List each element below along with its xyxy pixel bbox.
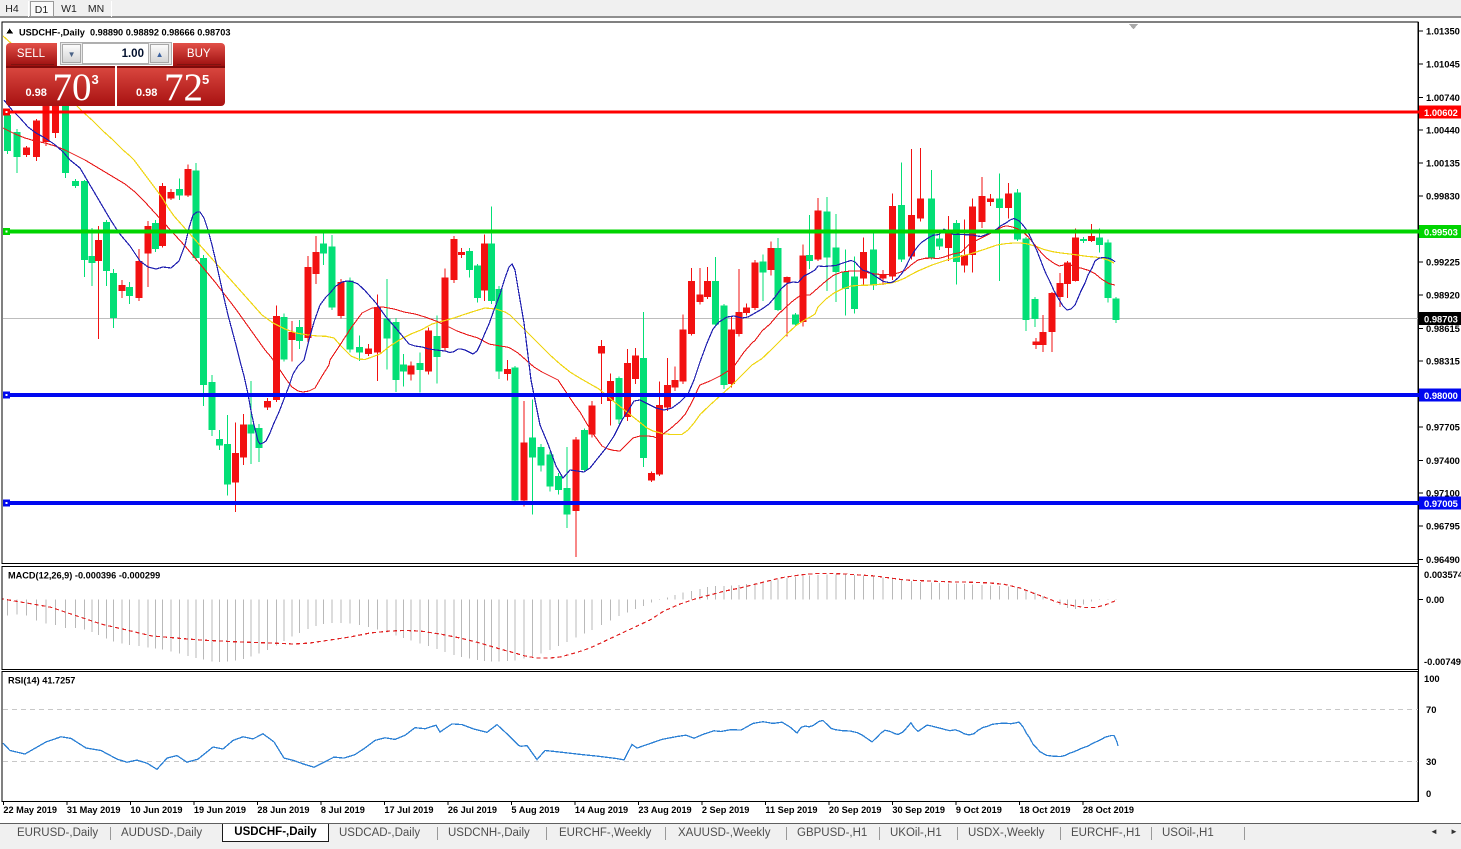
svg-text:0.98703: 0.98703 [1424, 313, 1458, 324]
svg-text:0.98615: 0.98615 [1426, 323, 1460, 334]
svg-text:1.00135: 1.00135 [1426, 158, 1460, 169]
svg-text:26 Jul 2019: 26 Jul 2019 [448, 805, 497, 815]
svg-text:20 Sep 2019: 20 Sep 2019 [829, 805, 882, 815]
svg-text:0: 0 [1426, 788, 1431, 799]
svg-text:0.98920: 0.98920 [1426, 290, 1460, 301]
svg-text:22 May 2019: 22 May 2019 [3, 805, 57, 815]
svg-text:1.00602: 1.00602 [1424, 107, 1458, 118]
svg-text:RSI(14) 41.7257: RSI(14) 41.7257 [8, 676, 75, 686]
svg-text:28 Oct 2019: 28 Oct 2019 [1083, 805, 1134, 815]
svg-text:0.97705: 0.97705 [1426, 422, 1460, 433]
svg-text:17 Jul 2019: 17 Jul 2019 [384, 805, 433, 815]
svg-text:5 Aug 2019: 5 Aug 2019 [511, 805, 559, 815]
svg-text:USDCHF-,Daily 0.98890 0.98892: USDCHF-,Daily 0.98890 0.98892 0.98666 0.… [19, 28, 230, 38]
svg-text:-0.00749: -0.00749 [1424, 656, 1461, 667]
svg-text:1.01350: 1.01350 [1426, 26, 1460, 37]
svg-text:0.97400: 0.97400 [1426, 455, 1460, 466]
svg-text:0.96490: 0.96490 [1426, 554, 1460, 565]
svg-text:30 Sep 2019: 30 Sep 2019 [892, 805, 945, 815]
svg-text:0.99225: 0.99225 [1426, 257, 1460, 268]
svg-text:0.99830: 0.99830 [1426, 191, 1460, 202]
svg-text:0.003574: 0.003574 [1424, 569, 1461, 580]
svg-text:0.97005: 0.97005 [1424, 498, 1458, 509]
svg-text:14 Aug 2019: 14 Aug 2019 [575, 805, 628, 815]
svg-text:0.99503: 0.99503 [1424, 226, 1458, 237]
svg-text:18 Oct 2019: 18 Oct 2019 [1019, 805, 1070, 815]
svg-text:0.98315: 0.98315 [1426, 355, 1460, 366]
svg-text:0.98000: 0.98000 [1424, 390, 1458, 401]
svg-text:28 Jun 2019: 28 Jun 2019 [257, 805, 309, 815]
svg-text:9 Oct 2019: 9 Oct 2019 [956, 805, 1002, 815]
svg-text:10 Jun 2019: 10 Jun 2019 [130, 805, 182, 815]
svg-text:70: 70 [1426, 704, 1436, 715]
svg-text:1.00740: 1.00740 [1426, 92, 1460, 103]
svg-text:19 Jun 2019: 19 Jun 2019 [194, 805, 246, 815]
svg-text:30: 30 [1426, 756, 1436, 767]
svg-text:11 Sep 2019: 11 Sep 2019 [765, 805, 817, 815]
svg-text:1.00440: 1.00440 [1426, 124, 1460, 135]
svg-text:0.96795: 0.96795 [1426, 521, 1460, 532]
svg-text:31 May 2019: 31 May 2019 [67, 805, 121, 815]
svg-text:8 Jul 2019: 8 Jul 2019 [321, 805, 365, 815]
svg-text:100: 100 [1424, 673, 1440, 684]
svg-text:MACD(12,26,9) -0.000396 -0.000: MACD(12,26,9) -0.000396 -0.000299 [8, 571, 160, 581]
svg-text:0.97100: 0.97100 [1426, 488, 1460, 499]
svg-text:0.00: 0.00 [1426, 594, 1444, 605]
svg-text:23 Aug 2019: 23 Aug 2019 [638, 805, 691, 815]
svg-text:2 Sep 2019: 2 Sep 2019 [702, 805, 750, 815]
svg-text:1.01045: 1.01045 [1426, 59, 1460, 70]
